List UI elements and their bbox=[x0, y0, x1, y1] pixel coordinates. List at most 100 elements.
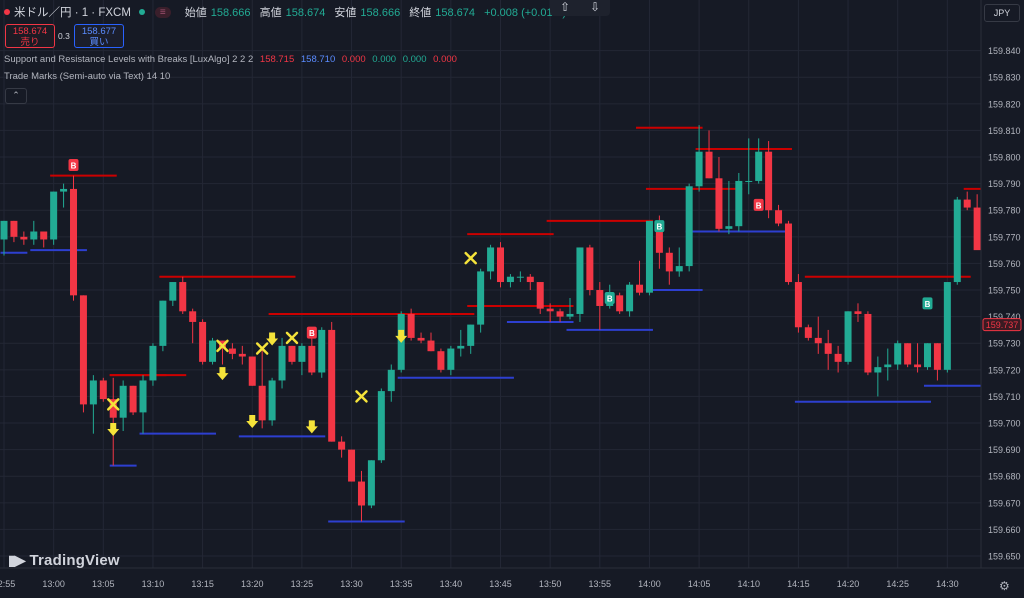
candle-body bbox=[814, 337, 822, 344]
candle-body bbox=[794, 282, 802, 328]
candle-body bbox=[268, 380, 276, 421]
candle-body bbox=[367, 460, 375, 506]
time-tick-label: 13:30 bbox=[340, 579, 363, 589]
candle-body bbox=[894, 343, 902, 365]
b-badge-label: B bbox=[656, 223, 662, 232]
candle-body bbox=[745, 180, 753, 182]
candle-body bbox=[933, 343, 941, 370]
candle-body bbox=[804, 327, 812, 338]
trade-down-arrow bbox=[246, 415, 259, 429]
candle-body bbox=[209, 340, 217, 362]
arrow-up-icon[interactable]: ⇧ bbox=[559, 0, 571, 14]
close-label: 終値 bbox=[409, 7, 432, 19]
candle-body bbox=[308, 345, 316, 373]
price-axis-bg bbox=[981, 0, 1024, 598]
scroll-arrows[interactable]: ⇧ ⇩ bbox=[550, 0, 610, 16]
candle-body bbox=[278, 345, 286, 381]
buy-button[interactable]: 158.677 買い bbox=[74, 24, 124, 48]
trade-x-marker bbox=[285, 331, 299, 345]
arrow-down-icon[interactable]: ⇩ bbox=[589, 0, 601, 14]
candle-body bbox=[109, 399, 117, 418]
time-tick-label: 14:25 bbox=[886, 579, 909, 589]
chart-grid bbox=[0, 0, 981, 568]
trade-x-marker bbox=[216, 339, 229, 353]
candle-body bbox=[60, 188, 68, 192]
last-price-badge bbox=[982, 318, 1022, 332]
candle-body bbox=[20, 236, 28, 240]
candle-body bbox=[834, 353, 842, 362]
candle-body bbox=[407, 313, 415, 338]
candle-body bbox=[526, 276, 534, 283]
candle-body bbox=[357, 481, 365, 506]
price-tick-label: 159.660 bbox=[988, 525, 1021, 535]
candle-body bbox=[497, 247, 504, 283]
time-tick-label: 13:15 bbox=[191, 579, 214, 589]
b-badge-label: B bbox=[71, 161, 77, 170]
candle-body bbox=[258, 385, 266, 421]
time-tick-label: 14:15 bbox=[787, 579, 810, 589]
sell-label: 売り bbox=[20, 37, 40, 48]
candle-body bbox=[616, 295, 624, 312]
trade-x-marker bbox=[355, 390, 368, 403]
b-badge bbox=[753, 198, 764, 211]
candle-body bbox=[874, 367, 882, 373]
trade-down-arrow bbox=[216, 367, 229, 381]
collapse-legend-button[interactable]: ⌃ bbox=[5, 88, 27, 104]
candle-body bbox=[665, 252, 673, 272]
brand-name: TradingView bbox=[29, 552, 120, 569]
time-tick-label: 12:55 bbox=[0, 579, 15, 589]
price-axis: 159.840 159.830 159.820 159.810 159.800 159.7… bbox=[980, 0, 1024, 598]
candle-body bbox=[884, 364, 892, 368]
time-tick-label: 14:00 bbox=[638, 579, 661, 589]
time-tick-label: 14:20 bbox=[837, 579, 860, 589]
candle-body bbox=[904, 343, 912, 365]
chart-header: 米ドル／円 · 1 · FXCM ≡ 始値 158.666 高値 158.674 安… bbox=[4, 4, 572, 20]
candle-body bbox=[159, 300, 167, 346]
candle-body bbox=[556, 311, 564, 317]
indicator-legend-trademarks[interactable]: Trade Marks (Semi-auto via Text) 14 10 bbox=[4, 71, 170, 82]
candle-body bbox=[864, 313, 872, 373]
chart-sync-pill[interactable]: ≡ bbox=[154, 6, 171, 18]
tradingview-logo: ▮▶ TradingView bbox=[8, 552, 120, 569]
b-badge-label: B bbox=[309, 329, 315, 338]
candle-body bbox=[506, 276, 514, 283]
price-tick-label: 159.740 bbox=[988, 312, 1021, 322]
trade-x-marker bbox=[106, 398, 120, 411]
b-badge-label: B bbox=[925, 300, 931, 309]
time-tick-label: 14:05 bbox=[688, 579, 711, 589]
symbol-flag-icon bbox=[4, 9, 10, 15]
price-tick-label: 159.720 bbox=[988, 365, 1021, 375]
spread-value: 0.3 bbox=[58, 31, 70, 41]
symbol-title[interactable]: 米ドル／円 · 1 · FXCM bbox=[14, 7, 131, 19]
candle-body bbox=[40, 231, 48, 240]
b-badge bbox=[922, 297, 933, 310]
currency-button[interactable]: JPY bbox=[984, 4, 1020, 22]
gear-icon[interactable]: ⚙ bbox=[999, 579, 1010, 593]
time-tick-label: 13:35 bbox=[390, 579, 413, 589]
candle-body bbox=[914, 364, 922, 368]
candle-body bbox=[645, 220, 653, 293]
sr-levels bbox=[0, 126, 1011, 523]
candle-body bbox=[546, 308, 554, 312]
candle-body bbox=[626, 284, 634, 312]
candle-body bbox=[943, 282, 951, 370]
price-tick-label: 159.780 bbox=[988, 206, 1021, 216]
candle-body bbox=[427, 340, 435, 352]
candle-body bbox=[0, 220, 8, 240]
candle-body bbox=[348, 449, 356, 482]
candle-body bbox=[467, 324, 475, 346]
candle-body bbox=[655, 220, 663, 253]
time-tick-label: 14:30 bbox=[936, 579, 959, 589]
sell-button[interactable]: 158.674 売り bbox=[5, 24, 55, 48]
candle-body bbox=[636, 284, 644, 293]
candle-body bbox=[298, 345, 306, 362]
indicator-legend-sr[interactable]: Support and Resistance Levels with Break… bbox=[4, 54, 457, 65]
candle-body bbox=[487, 247, 495, 272]
trade-down-arrow bbox=[266, 332, 279, 346]
candle-body bbox=[149, 345, 157, 381]
time-tick-label: 13:10 bbox=[142, 579, 165, 589]
candle-body bbox=[129, 385, 137, 413]
candle-body bbox=[516, 276, 524, 278]
b-badge bbox=[604, 292, 615, 304]
